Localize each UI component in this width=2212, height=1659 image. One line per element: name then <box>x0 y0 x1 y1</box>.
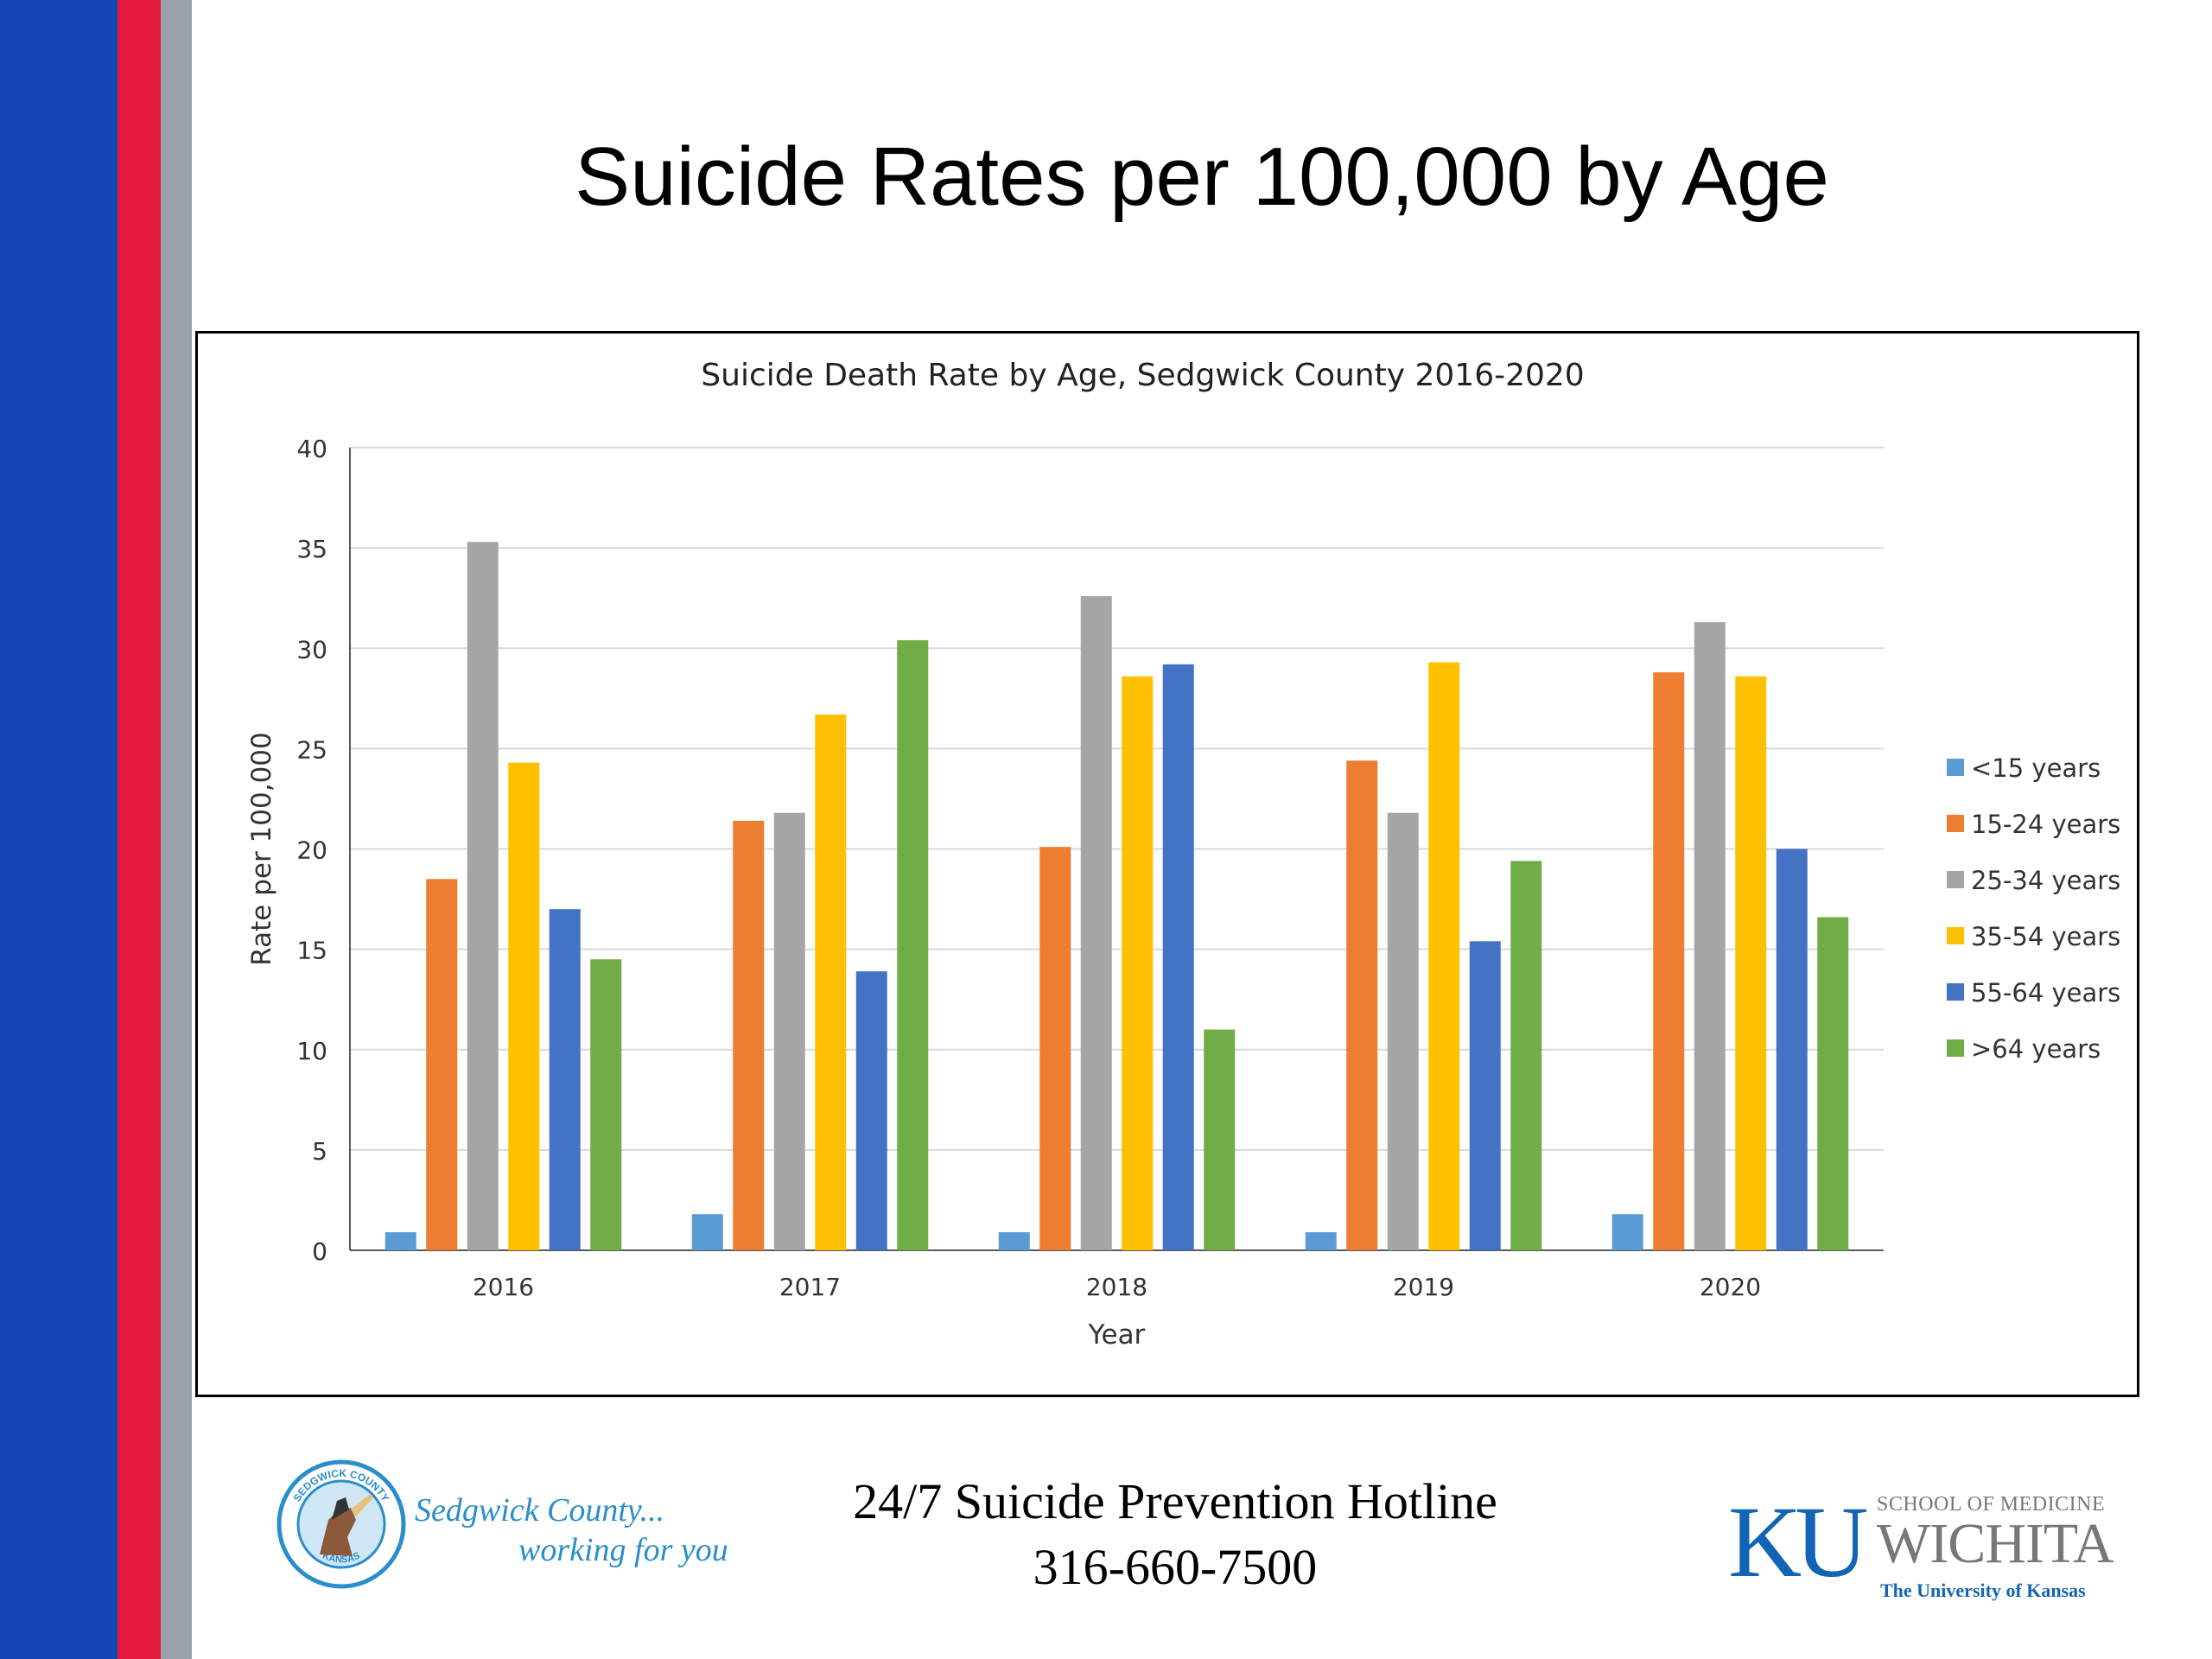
bar <box>1817 917 1849 1250</box>
bar <box>1387 812 1419 1250</box>
x-tick-label: 2019 <box>1393 1273 1454 1301</box>
legend-swatch <box>1947 871 1964 888</box>
ku-mark: KU <box>1728 1485 1868 1599</box>
y-tick-label: 0 <box>312 1237 327 1266</box>
y-tick-label: 30 <box>296 635 327 664</box>
bar <box>1080 595 1112 1250</box>
y-tick-label: 5 <box>312 1137 327 1166</box>
legend-swatch <box>1947 759 1964 776</box>
bar <box>1428 662 1460 1250</box>
bar <box>1776 849 1808 1250</box>
bar <box>1510 861 1542 1250</box>
bar-chart: Suicide Death Rate by Age, Sedgwick Coun… <box>246 358 2120 1351</box>
bar <box>691 1214 723 1250</box>
bar <box>733 820 765 1250</box>
decorative-stripe-red <box>118 0 161 1659</box>
legend-label: 55-64 years <box>1971 978 2120 1007</box>
bar <box>897 639 929 1250</box>
bar <box>549 909 581 1250</box>
bar <box>1039 847 1071 1250</box>
bar <box>855 971 887 1250</box>
legend-swatch <box>1947 1039 1964 1057</box>
bar <box>1735 676 1767 1250</box>
bar <box>467 542 499 1250</box>
ku-school-of-medicine-text: SCHOOL OF MEDICINE <box>1877 1493 2106 1516</box>
bar <box>426 879 458 1250</box>
x-tick-label: 2018 <box>1086 1273 1147 1301</box>
y-tick-label: 25 <box>296 735 327 764</box>
bar <box>1694 622 1726 1250</box>
x-tick-label: 2020 <box>1700 1273 1761 1301</box>
legend-label: 35-54 years <box>1971 922 2120 951</box>
bar <box>815 714 847 1250</box>
hotline-number: 316-660-7500 <box>1033 1539 1318 1595</box>
y-tick-label: 20 <box>296 836 327 865</box>
bar <box>998 1232 1030 1250</box>
ku-wichita-text: WICHITA <box>1877 1512 2114 1575</box>
bar <box>1162 664 1194 1250</box>
x-axis-title: Year <box>1088 1319 1146 1351</box>
bar <box>1653 672 1685 1250</box>
chart-frame: Suicide Death Rate by Age, Sedgwick Coun… <box>195 331 2139 1397</box>
bar <box>385 1232 416 1250</box>
slide-title: Suicide Rates per 100,000 by Age <box>575 130 1829 223</box>
legend-swatch <box>1947 927 1964 944</box>
ku-school-of-medicine-logo: KU SCHOOL OF MEDICINE WICHITA The Univer… <box>1728 1486 2160 1616</box>
sedgwick-tagline: Sedgwick County... working for you <box>415 1491 743 1570</box>
bar <box>590 959 622 1250</box>
y-tick-label: 35 <box>296 535 327 563</box>
sedgwick-tagline-line1: Sedgwick County... <box>415 1492 665 1529</box>
legend-label: <15 years <box>1971 753 2101 783</box>
sedgwick-tagline-line2: working for you <box>518 1532 728 1568</box>
bar <box>1122 676 1154 1250</box>
legend-swatch <box>1947 983 1964 1001</box>
ku-university-text: The University of Kansas <box>1880 1580 2086 1601</box>
bar <box>508 762 540 1250</box>
sedgwick-county-seal-icon: SEDGWICK COUNTY KANSAS <box>276 1459 406 1589</box>
y-tick-label: 40 <box>296 435 327 463</box>
decorative-stripe-blue <box>0 0 118 1659</box>
x-tick-label: 2016 <box>473 1273 534 1301</box>
bar <box>1305 1232 1337 1250</box>
x-tick-label: 2017 <box>779 1273 841 1301</box>
decorative-stripe-gray <box>161 0 192 1659</box>
sedgwick-county-logo: SEDGWICK COUNTY KANSAS Sedgwick County..… <box>276 1456 743 1594</box>
legend-swatch <box>1947 815 1964 832</box>
legend-label: 15-24 years <box>1971 810 2120 839</box>
hotline-title: 24/7 Suicide Prevention Hotline <box>853 1473 1497 1529</box>
bar <box>1469 941 1501 1250</box>
bar <box>773 812 805 1250</box>
y-tick-label: 10 <box>296 1037 327 1065</box>
chart-title: Suicide Death Rate by Age, Sedgwick Coun… <box>701 358 1584 393</box>
legend-label: 25-34 years <box>1971 866 2120 895</box>
legend-label: >64 years <box>1971 1034 2101 1064</box>
bar <box>1204 1029 1236 1250</box>
y-tick-label: 15 <box>296 937 327 965</box>
y-axis-title: Rate per 100,000 <box>246 732 277 965</box>
hotline-info: 24/7 Suicide Prevention Hotline 316-660-… <box>760 1469 1590 1600</box>
bar <box>1346 760 1378 1250</box>
bar <box>1611 1214 1643 1250</box>
